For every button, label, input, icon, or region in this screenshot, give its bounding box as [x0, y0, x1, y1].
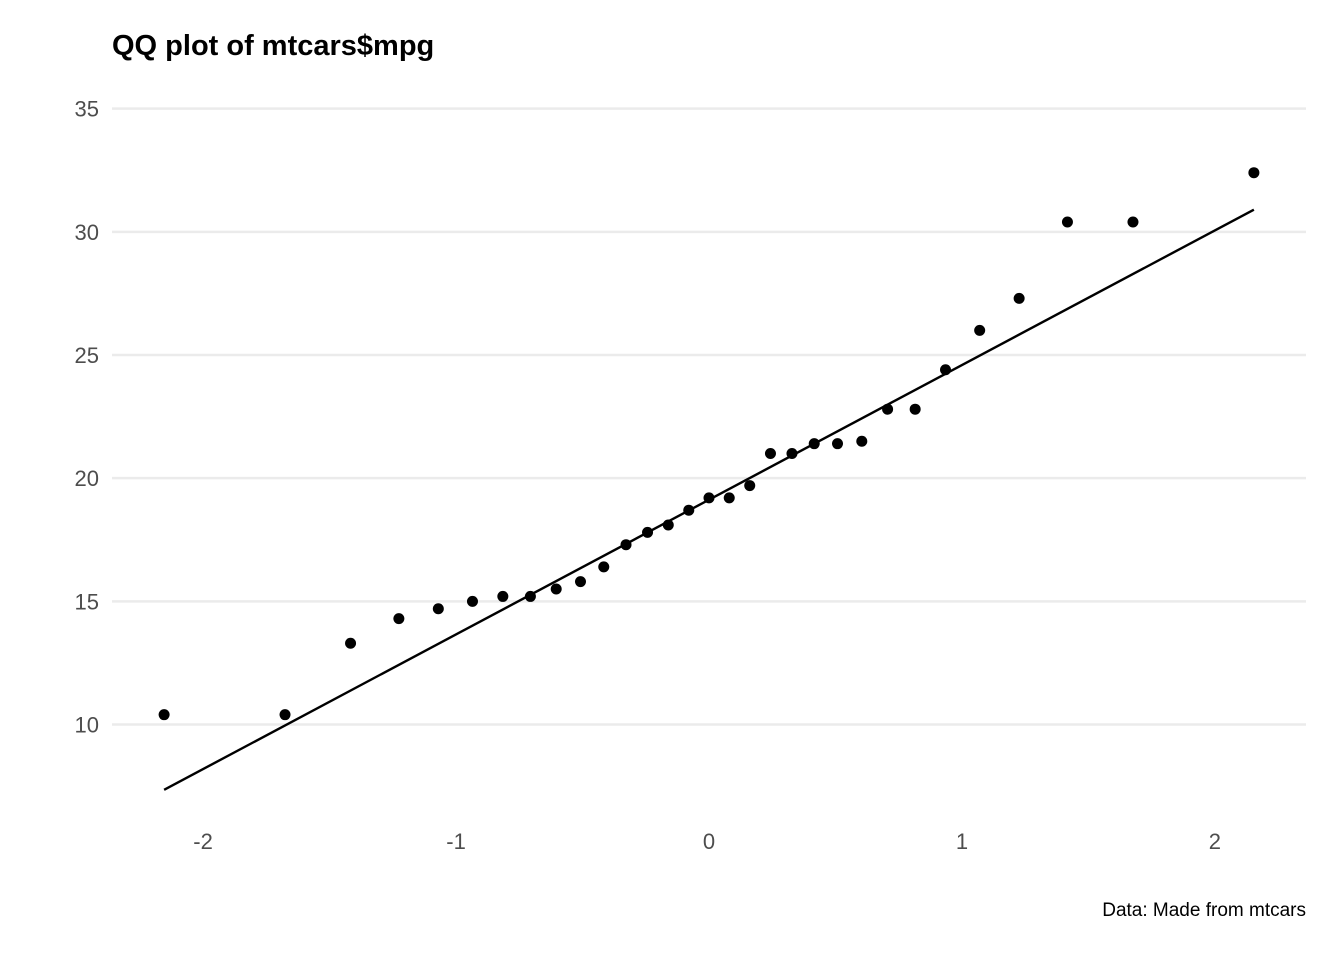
- x-tick-label: -2: [193, 829, 213, 854]
- data-point: [974, 324, 986, 336]
- data-point: [1013, 292, 1025, 304]
- gridlines: [112, 107, 1306, 726]
- data-point: [662, 519, 674, 531]
- data-point: [432, 603, 444, 615]
- y-tick-label: 30: [75, 220, 99, 245]
- data-point: [279, 709, 291, 721]
- data-point: [808, 438, 820, 450]
- data-point: [1127, 216, 1139, 228]
- data-point: [832, 438, 844, 450]
- x-tick-label: 0: [703, 829, 715, 854]
- data-point: [723, 492, 735, 504]
- y-tick-label: 10: [75, 713, 99, 738]
- data-point: [909, 403, 921, 415]
- chart-title: QQ plot of mtcars$mpg: [112, 30, 435, 62]
- data-point: [466, 595, 478, 607]
- data-point: [598, 561, 610, 573]
- data-point: [497, 590, 509, 602]
- data-point: [393, 613, 405, 625]
- data-point: [764, 448, 776, 460]
- data-point: [524, 590, 536, 602]
- y-tick-label: 25: [75, 343, 99, 368]
- data-point: [1248, 167, 1260, 179]
- data-point: [158, 709, 170, 721]
- data-point: [620, 539, 632, 551]
- data-point: [744, 480, 756, 492]
- y-axis-tick-labels: 10 15 20 25 30 35: [75, 97, 99, 738]
- y-tick-label: 20: [75, 466, 99, 491]
- data-point: [1061, 216, 1073, 228]
- data-point: [550, 583, 562, 595]
- data-point: [574, 576, 586, 588]
- points-layer: [158, 167, 1260, 721]
- data-point: [940, 364, 952, 376]
- data-point: [882, 403, 894, 415]
- x-tick-label: -1: [446, 829, 466, 854]
- chart-caption: Data: Made from mtcars: [1102, 900, 1306, 921]
- data-point: [856, 435, 868, 447]
- data-point: [642, 526, 654, 538]
- data-point: [683, 504, 695, 516]
- x-tick-label: 2: [1209, 829, 1221, 854]
- y-tick-label: 15: [75, 589, 99, 614]
- data-point: [345, 637, 357, 649]
- x-tick-label: 1: [956, 829, 968, 854]
- data-point: [703, 492, 715, 504]
- x-axis-tick-labels: -2 -1 0 1 2: [193, 829, 1221, 854]
- y-tick-label: 35: [75, 97, 99, 122]
- data-point: [786, 448, 798, 460]
